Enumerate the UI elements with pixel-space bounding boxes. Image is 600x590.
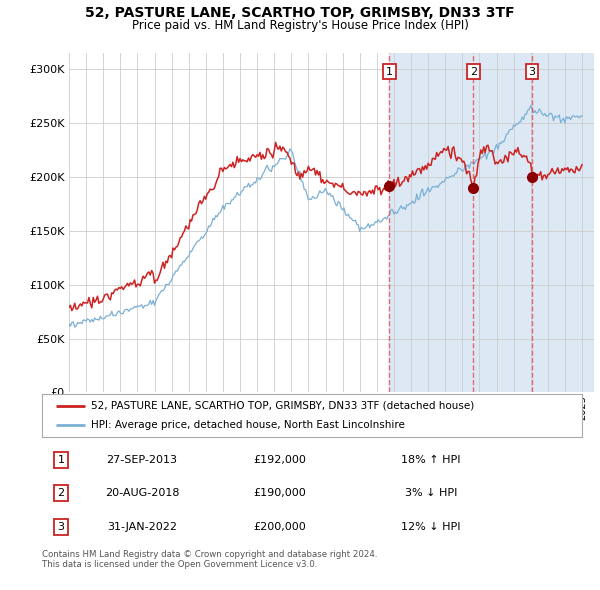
Text: £200,000: £200,000	[253, 522, 306, 532]
Text: 1: 1	[386, 67, 393, 77]
Text: 52, PASTURE LANE, SCARTHO TOP, GRIMSBY, DN33 3TF (detached house): 52, PASTURE LANE, SCARTHO TOP, GRIMSBY, …	[91, 401, 474, 411]
Text: 31-JAN-2022: 31-JAN-2022	[107, 522, 177, 532]
Text: 3: 3	[58, 522, 64, 532]
Text: 1: 1	[58, 455, 64, 465]
Text: 12% ↓ HPI: 12% ↓ HPI	[401, 522, 461, 532]
Text: Contains HM Land Registry data © Crown copyright and database right 2024.
This d: Contains HM Land Registry data © Crown c…	[42, 550, 377, 569]
Text: £190,000: £190,000	[253, 489, 306, 498]
Text: £192,000: £192,000	[253, 455, 306, 465]
Text: 3% ↓ HPI: 3% ↓ HPI	[404, 489, 457, 498]
Text: HPI: Average price, detached house, North East Lincolnshire: HPI: Average price, detached house, Nort…	[91, 420, 404, 430]
Bar	[389, 53, 594, 392]
Text: 52, PASTURE LANE, SCARTHO TOP, GRIMSBY, DN33 3TF: 52, PASTURE LANE, SCARTHO TOP, GRIMSBY, …	[85, 6, 515, 20]
Text: Price paid vs. HM Land Registry's House Price Index (HPI): Price paid vs. HM Land Registry's House …	[131, 19, 469, 32]
Text: 2: 2	[470, 67, 477, 77]
Text: 3: 3	[529, 67, 536, 77]
Text: 27-SEP-2013: 27-SEP-2013	[106, 455, 178, 465]
Text: 20-AUG-2018: 20-AUG-2018	[104, 489, 179, 498]
Text: 18% ↑ HPI: 18% ↑ HPI	[401, 455, 461, 465]
Text: 2: 2	[58, 489, 64, 498]
